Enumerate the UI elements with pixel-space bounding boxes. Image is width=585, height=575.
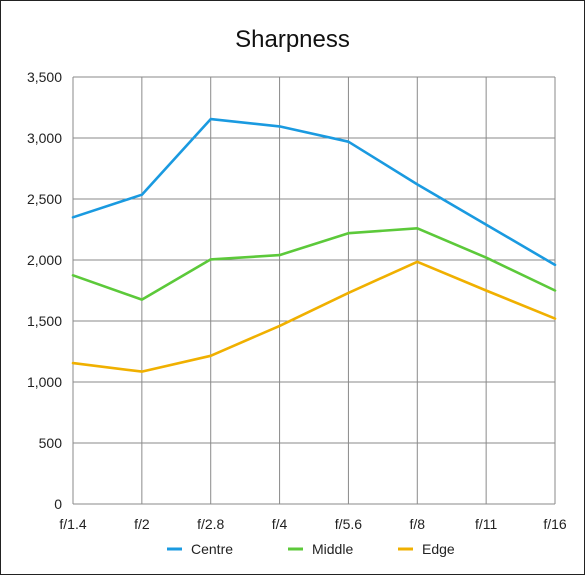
y-axis-tick-labels: 0 500 1,000 1,500 2,000 2,500 3,000 3,500 <box>27 69 62 512</box>
legend-item-edge: Edge <box>398 541 455 557</box>
x-tick-label: f/2.8 <box>197 516 224 532</box>
y-tick-label: 1,000 <box>27 374 62 390</box>
x-tick-label: f/2 <box>134 516 150 532</box>
legend: Centre Middle Edge <box>167 541 455 557</box>
x-tick-label: f/1.4 <box>59 516 86 532</box>
legend-label: Edge <box>422 541 455 557</box>
series-line-middle <box>71 227 557 301</box>
legend-label: Middle <box>312 541 353 557</box>
y-tick-label: 0 <box>54 496 62 512</box>
x-tick-label: f/11 <box>475 516 498 532</box>
legend-item-middle: Middle <box>288 541 353 557</box>
legend-label: Centre <box>191 541 233 557</box>
x-axis-tick-labels: f/1.4 f/2 f/2.8 f/4 f/5.6 f/8 f/11 f/16 <box>59 516 567 532</box>
x-tick-label: f/5.6 <box>335 516 362 532</box>
series-line-edge <box>71 260 557 373</box>
series-line-centre <box>71 117 557 267</box>
grid-lines <box>72 76 556 505</box>
x-tick-label: f/8 <box>409 516 425 532</box>
y-tick-label: 3,500 <box>27 69 62 85</box>
series-lines <box>71 117 557 373</box>
y-tick-label: 500 <box>39 435 63 451</box>
legend-item-centre: Centre <box>167 541 233 557</box>
y-tick-label: 2,500 <box>27 191 62 207</box>
x-tick-label: f/16 <box>543 516 567 532</box>
chart-title: Sharpness <box>235 26 350 53</box>
x-tick-label: f/4 <box>272 516 288 532</box>
y-tick-label: 3,000 <box>27 130 62 146</box>
y-tick-label: 2,000 <box>27 252 62 268</box>
y-tick-label: 1,500 <box>27 313 62 329</box>
